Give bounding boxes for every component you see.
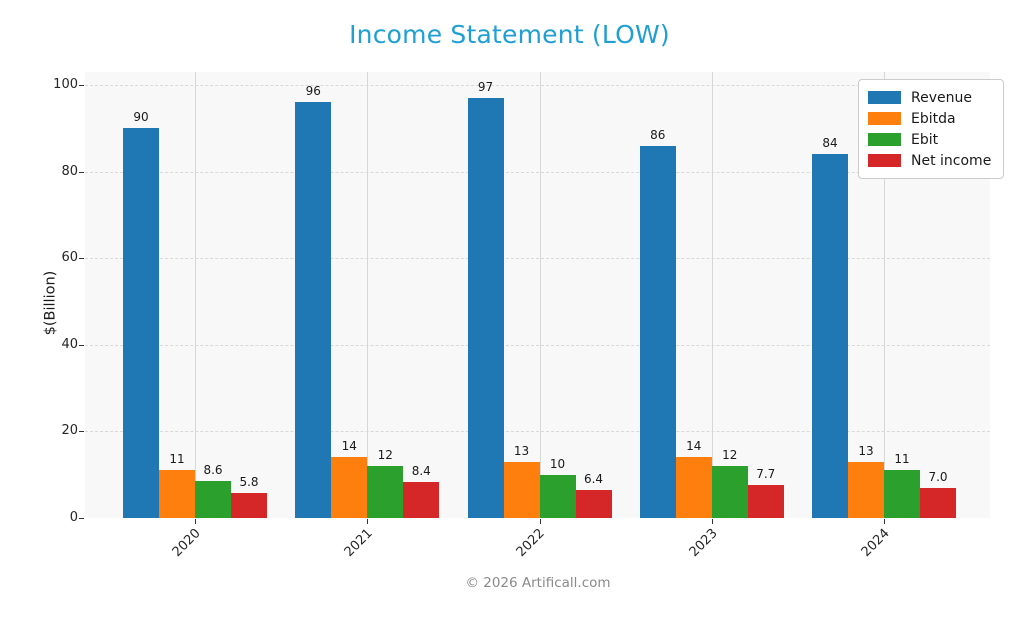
bar-revenue-2024 xyxy=(812,154,848,518)
horizontal-gridline xyxy=(85,85,990,86)
x-tick-mark xyxy=(195,519,196,524)
vertical-gridline xyxy=(884,72,885,518)
x-tick-label: 2022 xyxy=(514,526,549,561)
bar-value-label: 5.8 xyxy=(239,474,259,489)
bar-value-label: 6.4 xyxy=(583,472,604,487)
vertical-gridline xyxy=(711,72,713,518)
bar-net-income-2024 xyxy=(920,487,956,518)
bar-value-label: 13 xyxy=(513,443,530,458)
bar-net-income-2022 xyxy=(575,490,612,518)
footer-credit: © 2026 Artificall.com xyxy=(465,575,611,591)
x-tick-label: 2021 xyxy=(341,526,376,561)
bar-value-label: 90 xyxy=(133,110,149,125)
legend-label: Ebit xyxy=(911,131,939,148)
y-tick-label: 20 xyxy=(61,423,78,439)
bar-revenue-2022 xyxy=(467,98,504,518)
chart-title: Income Statement (LOW) xyxy=(349,20,670,49)
bar-revenue-2023 xyxy=(639,145,676,518)
legend-swatch xyxy=(868,112,901,125)
bar-value-label: 84 xyxy=(822,136,838,151)
bar-ebitda-2023 xyxy=(675,457,712,518)
x-tick-mark xyxy=(539,519,541,524)
horizontal-gridline xyxy=(85,344,990,346)
legend-label: Net income xyxy=(911,152,992,169)
bar-ebit-2023 xyxy=(711,466,748,518)
x-tick-mark xyxy=(367,519,369,524)
y-tick-mark xyxy=(79,344,84,346)
y-tick-mark xyxy=(79,258,84,260)
y-tick-label: 60 xyxy=(61,250,78,266)
legend-item-ebit: Ebit xyxy=(868,129,994,150)
bar-value-label: 13 xyxy=(858,443,874,458)
bar-value-label: 96 xyxy=(305,84,321,99)
bar-ebit-2021 xyxy=(367,466,404,518)
bar-value-label: 14 xyxy=(341,439,357,454)
y-tick-mark xyxy=(79,85,84,86)
bar-value-label: 12 xyxy=(377,448,393,463)
legend-swatch xyxy=(868,91,901,104)
bar-net-income-2021 xyxy=(403,481,440,518)
bar-net-income-2020 xyxy=(231,492,267,518)
vertical-gridline xyxy=(195,72,196,518)
legend-item-ebitda: Ebitda xyxy=(868,108,994,129)
horizontal-gridline xyxy=(85,431,990,433)
bar-value-label: 10 xyxy=(549,456,566,471)
bar-value-label: 7.0 xyxy=(928,469,948,484)
y-tick-label: 40 xyxy=(61,336,78,352)
legend-swatch xyxy=(868,154,901,167)
bar-ebitda-2024 xyxy=(848,461,884,518)
bar-value-label: 14 xyxy=(686,439,702,454)
legend-label: Revenue xyxy=(911,89,972,106)
bar-value-label: 97 xyxy=(477,80,494,94)
y-tick-label: 100 xyxy=(53,77,78,92)
bar-ebitda-2021 xyxy=(331,457,368,518)
legend-swatch xyxy=(868,133,901,146)
bar-value-label: 8.4 xyxy=(411,463,431,478)
bar-value-label: 11 xyxy=(894,452,910,467)
bar-ebit-2020 xyxy=(195,480,231,518)
legend-item-revenue: Revenue xyxy=(868,87,994,108)
bar-value-label: 86 xyxy=(650,127,666,142)
y-tick-label: 0 xyxy=(69,510,78,525)
legend-item-net-income: Net income xyxy=(868,150,994,171)
y-tick-mark xyxy=(79,518,84,519)
bar-value-label: 7.7 xyxy=(756,466,776,481)
legend: Revenue Ebitda Ebit Net income xyxy=(858,79,1004,179)
x-tick-label: 2024 xyxy=(858,526,893,561)
vertical-gridline xyxy=(539,72,541,518)
y-tick-mark xyxy=(79,431,84,433)
bar-revenue-2021 xyxy=(295,102,332,518)
x-tick-label: 2020 xyxy=(169,526,204,561)
bar-ebitda-2020 xyxy=(159,470,195,518)
vertical-gridline xyxy=(367,72,369,518)
x-tick-label: 2023 xyxy=(686,526,721,561)
bar-revenue-2020 xyxy=(123,128,159,518)
bar-value-label: 8.6 xyxy=(203,462,223,477)
bar-value-label: 11 xyxy=(169,452,185,467)
bar-ebit-2022 xyxy=(539,474,576,518)
x-tick-mark xyxy=(711,519,713,524)
bar-ebitda-2022 xyxy=(503,461,540,518)
legend-label: Ebitda xyxy=(911,110,956,127)
x-tick-mark xyxy=(884,519,885,524)
bar-net-income-2023 xyxy=(747,484,784,518)
bar-value-label: 12 xyxy=(722,448,738,463)
bar-ebit-2024 xyxy=(884,470,920,518)
horizontal-gridline xyxy=(85,171,990,173)
y-tick-mark xyxy=(79,171,84,173)
y-axis-title: $(Billion) xyxy=(42,270,59,336)
y-tick-label: 80 xyxy=(61,163,78,179)
horizontal-gridline xyxy=(85,258,990,260)
plot-area: 90 96 97 86 84 11 14 13 14 13 8.6 12 10 12 11 5.8 8.4 6.4… xyxy=(85,72,990,518)
